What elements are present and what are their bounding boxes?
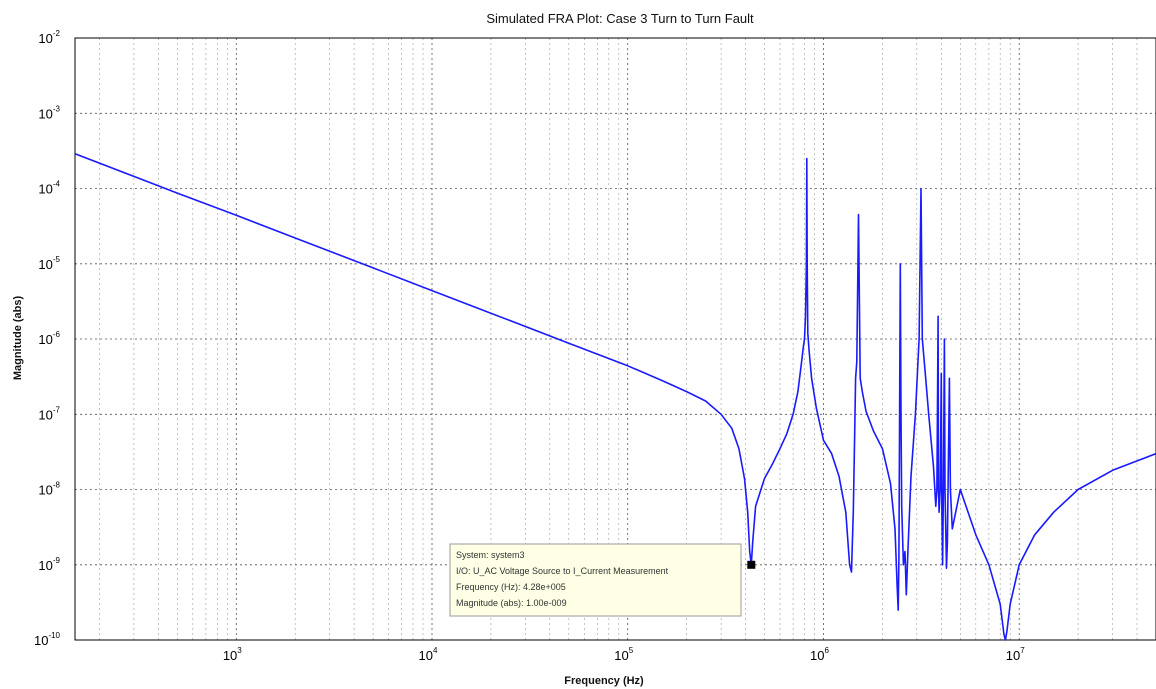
series-line (74, 152, 1156, 641)
datatip[interactable]: System: system3 I/O: U_AC Voltage Source … (449, 543, 756, 617)
y-tick-label: 10-8 (38, 481, 60, 498)
x-tick-label: 105 (614, 646, 633, 663)
datatip-line: Frequency (Hz): 4.28e+005 (456, 582, 566, 592)
x-axis-label: Frequency (Hz) (564, 675, 644, 687)
datatip-line: System: system3 (456, 550, 525, 560)
datatip-line: Magnitude (abs): 1.00e-009 (456, 598, 567, 608)
plot-frame (74, 37, 1156, 641)
x-tick-label: 103 (223, 646, 242, 663)
datatip-marker[interactable] (747, 560, 756, 569)
datatip-line: I/O: U_AC Voltage Source to I_Current Me… (456, 566, 669, 576)
y-tick-label: 10-10 (34, 631, 61, 648)
series-layer (74, 152, 1156, 641)
y-tick-label: 10-5 (38, 255, 60, 272)
datatip-box (449, 543, 742, 617)
y-tick-label: 10-7 (38, 405, 60, 422)
y-tick-label: 10-9 (38, 556, 60, 573)
y-tick-label: 10-3 (38, 104, 60, 121)
x-tick-label: 104 (419, 646, 438, 663)
y-tick-label: 10-2 (38, 29, 60, 46)
chart-title: Simulated FRA Plot: Case 3 Turn to Turn … (486, 11, 754, 26)
x-tick-label: 106 (810, 646, 829, 663)
y-axis-label: Magnitude (abs) (12, 296, 24, 381)
grid (75, 38, 1156, 640)
y-tick-label: 10-4 (38, 180, 60, 197)
x-tick-label: 107 (1006, 646, 1025, 663)
y-tick-label: 10-6 (38, 330, 60, 347)
